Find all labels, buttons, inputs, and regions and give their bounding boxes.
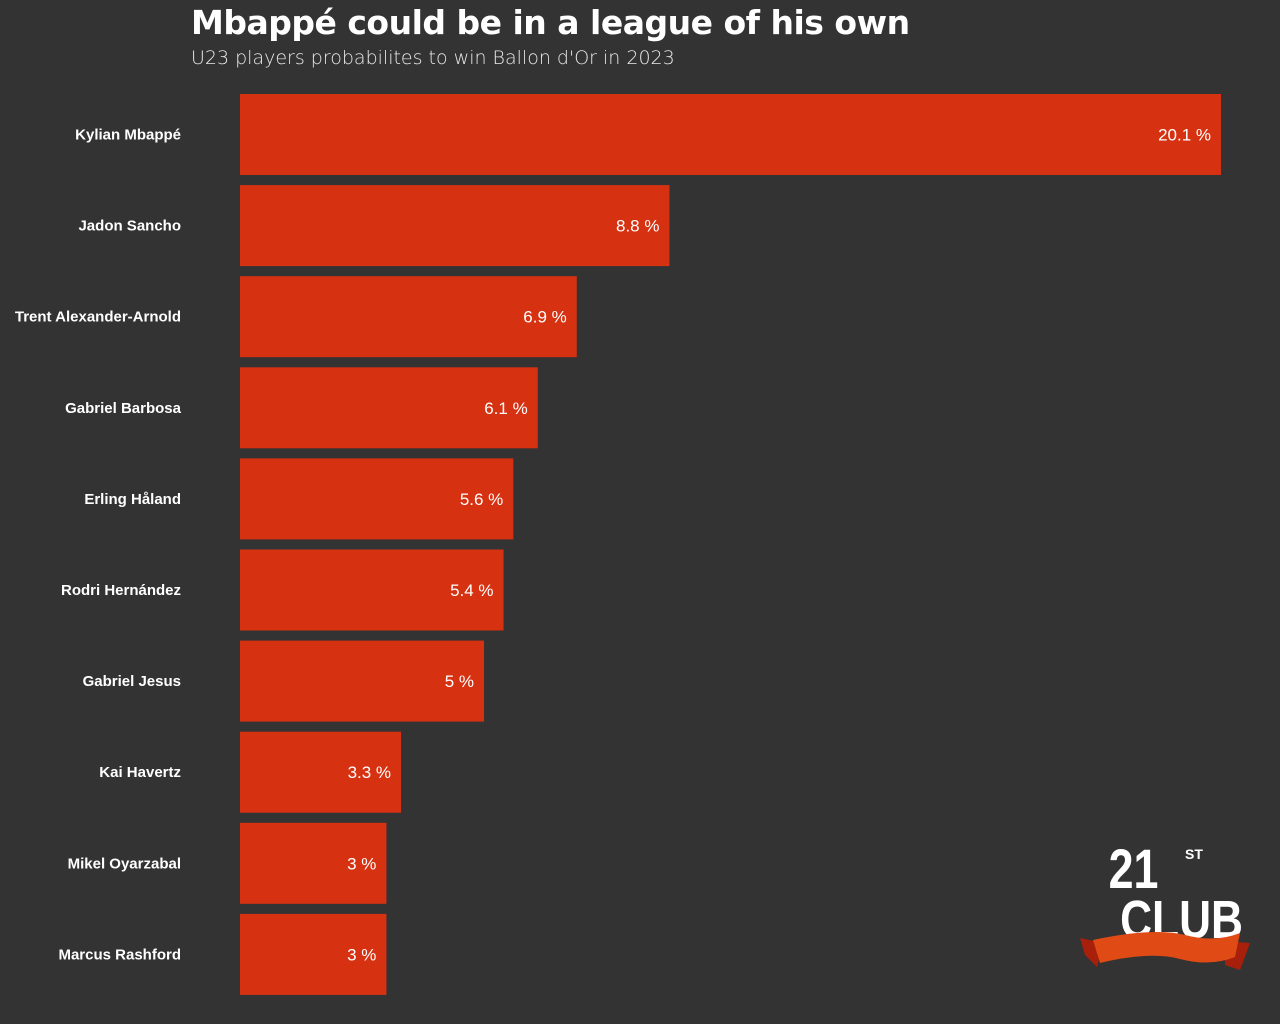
value-label: 3 % [347, 945, 376, 964]
category-label: Gabriel Jesus [83, 673, 181, 690]
value-label: 3.3 % [348, 763, 391, 782]
bar [240, 549, 504, 631]
logo-suffix: ST [1185, 846, 1203, 862]
bar [240, 731, 402, 813]
category-label: Trent Alexander-Arnold [15, 309, 181, 326]
logo-ribbon [1093, 931, 1240, 963]
bar [240, 367, 538, 449]
value-label: 20.1 % [1158, 126, 1211, 145]
value-label: 8.8 % [616, 217, 659, 236]
21st-club-logo: 21 ST CLUB [1080, 837, 1250, 970]
logo-number: 21 [1109, 837, 1159, 900]
category-label: Erling Håland [84, 491, 181, 508]
value-label: 5.6 % [460, 490, 503, 509]
category-label: Rodri Hernández [61, 582, 181, 599]
category-label: Jadon Sancho [78, 218, 181, 235]
chart-title: Mbappé could be in a league of his own [191, 3, 910, 42]
category-label: Kylian Mbappé [75, 127, 181, 144]
value-label: 6.1 % [484, 399, 527, 418]
bar [240, 185, 670, 267]
bar [240, 276, 577, 358]
category-label: Marcus Rashford [58, 946, 181, 963]
category-label: Mikel Oyarzabal [68, 855, 181, 872]
bar [240, 913, 387, 995]
chart-subtitle: U23 players probabilites to win Ballon d… [191, 47, 675, 69]
bar [240, 458, 514, 540]
category-label: Kai Havertz [99, 764, 181, 781]
value-label: 5.4 % [450, 581, 493, 600]
value-label: 6.9 % [523, 308, 566, 327]
bar [240, 822, 387, 904]
value-label: 5 % [445, 672, 474, 691]
bar [240, 640, 485, 722]
category-label: Gabriel Barbosa [65, 400, 182, 417]
bar [240, 94, 1221, 175]
value-label: 3 % [347, 854, 376, 873]
